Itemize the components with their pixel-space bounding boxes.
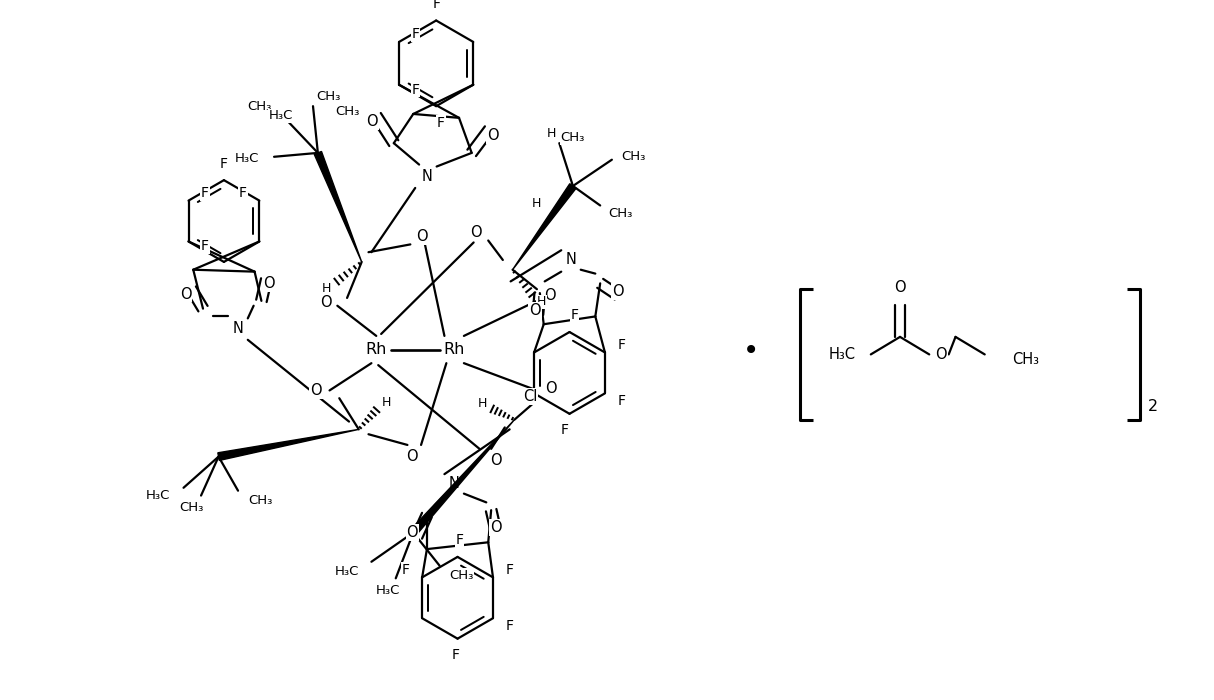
Text: F: F (505, 563, 514, 577)
Text: CH₃: CH₃ (316, 90, 340, 103)
Text: F: F (412, 27, 420, 41)
Text: O: O (310, 383, 322, 398)
Text: O: O (263, 276, 276, 290)
Text: O: O (490, 453, 501, 468)
Text: F: F (412, 83, 420, 97)
Text: F: F (402, 563, 409, 577)
Text: CH₃: CH₃ (449, 569, 473, 582)
Text: CH₃: CH₃ (180, 500, 204, 514)
Text: F: F (432, 0, 441, 11)
Text: O: O (319, 295, 331, 310)
Text: O: O (895, 280, 906, 295)
Text: O: O (544, 288, 555, 304)
Text: H: H (322, 281, 331, 295)
Text: 2: 2 (1148, 399, 1158, 414)
Text: Rh: Rh (443, 342, 465, 357)
Text: CH₃: CH₃ (622, 150, 646, 163)
Text: O: O (407, 449, 418, 464)
Text: H: H (537, 295, 546, 308)
Polygon shape (314, 151, 362, 262)
Text: H: H (477, 397, 487, 410)
Text: F: F (618, 337, 625, 351)
Text: H₃C: H₃C (146, 489, 170, 502)
Text: Cl: Cl (523, 389, 538, 404)
Text: O: O (612, 284, 624, 299)
Text: H₃C: H₃C (334, 565, 359, 578)
Text: N: N (233, 321, 244, 335)
Text: O: O (487, 128, 499, 143)
Text: F: F (455, 533, 464, 547)
Text: F: F (505, 619, 514, 633)
Text: H: H (532, 197, 541, 210)
Text: O: O (416, 229, 427, 244)
Text: O: O (367, 114, 379, 130)
Text: H₃C: H₃C (828, 347, 855, 362)
Polygon shape (410, 419, 515, 536)
Text: F: F (618, 394, 625, 408)
Text: O: O (490, 520, 501, 536)
Text: F: F (452, 648, 460, 662)
Text: N: N (449, 477, 460, 491)
Text: CH₃: CH₃ (248, 494, 272, 507)
Text: O: O (407, 525, 418, 540)
Polygon shape (217, 429, 359, 461)
Text: CH₃: CH₃ (335, 104, 359, 118)
Text: F: F (437, 116, 446, 130)
Text: O: O (935, 347, 947, 362)
Text: CH₃: CH₃ (246, 99, 271, 113)
Text: F: F (571, 309, 578, 323)
Polygon shape (512, 183, 577, 270)
Text: O: O (529, 303, 540, 318)
Text: F: F (220, 157, 228, 171)
Text: H₃C: H₃C (376, 584, 401, 598)
Text: F: F (239, 186, 246, 199)
Text: H₃C: H₃C (270, 109, 294, 122)
Text: F: F (561, 424, 568, 438)
Text: O: O (470, 225, 482, 240)
Text: Rh: Rh (365, 342, 387, 357)
Text: •: • (743, 337, 759, 365)
Text: F: F (202, 186, 209, 199)
Text: N: N (421, 169, 432, 184)
Text: CH₃: CH₃ (1012, 352, 1039, 367)
Text: H: H (546, 127, 556, 140)
Text: CH₃: CH₃ (561, 131, 585, 144)
Text: F: F (202, 239, 209, 253)
Text: O: O (545, 381, 556, 396)
Text: H₃C: H₃C (236, 152, 260, 165)
Text: CH₃: CH₃ (608, 206, 632, 220)
Text: N: N (566, 253, 577, 267)
Text: H: H (381, 395, 391, 409)
Text: O: O (180, 286, 192, 302)
